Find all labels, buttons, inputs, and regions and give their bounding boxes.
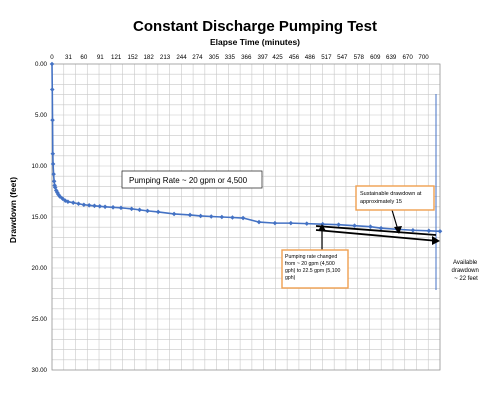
data-point	[368, 224, 373, 229]
data-point	[60, 196, 65, 201]
data-point	[240, 215, 246, 221]
x-tick-label: 91	[97, 54, 104, 61]
data-point	[118, 205, 124, 211]
data-point	[53, 188, 59, 193]
data-point	[155, 209, 161, 215]
available-drawdown-text: Available drawdown ~ 22 feet	[451, 260, 480, 282]
data-point	[145, 208, 150, 214]
data-point	[437, 228, 443, 234]
x-tick-label: 366	[241, 54, 252, 61]
data-point	[352, 223, 357, 228]
trend-line-upper	[315, 225, 437, 236]
x-tick-label: 425	[272, 54, 283, 61]
x-tick-label: 152	[128, 54, 139, 61]
data-point	[49, 87, 55, 92]
data-point	[171, 211, 177, 217]
series-drawdown	[49, 61, 443, 234]
y-tick-label: 10.00	[32, 163, 48, 170]
data-point	[55, 190, 60, 195]
data-point	[288, 220, 294, 226]
trend-line-lower	[315, 229, 439, 242]
data-point	[70, 200, 76, 206]
x-tick-label: 305	[209, 54, 220, 61]
data-point	[336, 222, 341, 227]
data-point	[129, 206, 134, 212]
data-point	[187, 212, 193, 218]
data-point	[49, 61, 55, 67]
data-point	[81, 202, 87, 208]
data-point	[378, 225, 384, 231]
data-point	[102, 204, 108, 210]
annotation-overlay	[315, 94, 440, 290]
x-tick-label: 397	[258, 54, 269, 61]
data-point	[230, 215, 235, 220]
x-tick-label: 609	[370, 54, 381, 61]
data-point	[62, 198, 68, 203]
sustainable-callout-text: Sustainable drawdown at approximately 15	[360, 191, 423, 205]
data-point	[51, 171, 56, 177]
data-point	[65, 199, 71, 204]
data-point	[304, 221, 310, 226]
data-point	[86, 202, 92, 208]
x-tick-label: 456	[289, 54, 300, 61]
x-tick-label: 335	[225, 54, 236, 61]
x-tick-label: 547	[337, 54, 348, 61]
data-point	[50, 151, 56, 157]
x-tick-label: 274	[192, 54, 203, 61]
sustainable-callout-box	[355, 185, 435, 211]
y-tick-label: 5.00	[35, 112, 48, 119]
data-point	[208, 214, 214, 219]
chart-title: Constant Discharge Pumping Test	[133, 18, 377, 35]
x-tick-label: 486	[305, 54, 316, 61]
x-tick-label: 0	[50, 54, 54, 61]
y-axis-label: Drawdown (feet)	[8, 177, 18, 243]
x-tick-label: 639	[386, 54, 397, 61]
data-point	[256, 219, 262, 225]
y-tick-label: 0.00	[35, 61, 48, 68]
plot-frame	[51, 63, 441, 371]
rate-changed-arrowhead	[318, 224, 326, 231]
data-point	[97, 203, 103, 209]
y-tick-label: 30.00	[32, 367, 48, 374]
x-tick-label: 31	[65, 54, 72, 61]
data-point	[50, 117, 55, 123]
rate-changed-callout-text: Pumping rate changed from ~ 20 gpm (4,50…	[285, 254, 342, 281]
x-tick-label: 670	[402, 54, 413, 61]
data-point	[198, 213, 203, 219]
data-point	[110, 205, 116, 210]
grid-lines	[51, 63, 441, 371]
data-point	[320, 221, 325, 227]
y-tick-label: 25.00	[32, 316, 48, 323]
x-axis-label: Elapse Time (minutes)	[210, 37, 300, 47]
pumping-rate-box	[121, 170, 263, 189]
data-point	[219, 214, 225, 220]
data-point	[137, 207, 142, 213]
data-point	[76, 201, 81, 207]
pumping-rate-label: Pumping Rate ~ 20 gpm or 4,500	[129, 176, 248, 185]
trend-arrowhead	[432, 236, 440, 245]
x-tick-label: 60	[80, 54, 87, 61]
data-point	[272, 220, 278, 226]
y-tick-label: 20.00	[32, 265, 48, 272]
data-point	[50, 161, 56, 167]
rate-changed-callout-box	[281, 249, 349, 289]
data-point	[52, 185, 58, 190]
axis-ticks: 0 31 60 91 121 152 182 213 244 274 305 335 366 397 425…	[32, 54, 430, 374]
x-tick-label: 182	[143, 54, 154, 61]
sustainable-arrowhead	[394, 226, 402, 234]
x-tick-label: 121	[111, 54, 122, 61]
data-point	[51, 179, 57, 184]
x-tick-label: 213	[160, 54, 171, 61]
data-point	[57, 194, 63, 199]
x-tick-label: 700	[418, 54, 429, 61]
y-tick-label: 15.00	[32, 214, 48, 221]
x-tick-label: 578	[354, 54, 365, 61]
data-point	[426, 228, 432, 234]
x-tick-label: 244	[176, 54, 187, 61]
data-point	[92, 203, 97, 209]
data-point	[410, 227, 416, 233]
x-tick-label: 517	[321, 54, 332, 61]
